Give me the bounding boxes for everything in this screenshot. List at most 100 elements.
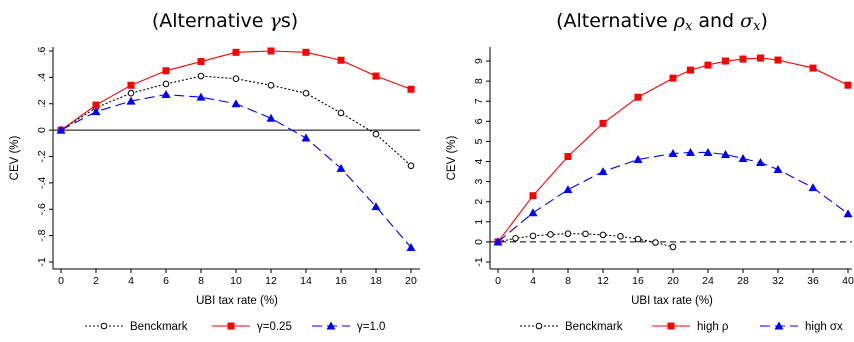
data-point [232,99,241,107]
data-point [302,134,311,142]
data-point [687,67,694,74]
series-line-2 [61,95,411,248]
data-point [739,154,748,162]
y-tick-label: 8 [473,78,485,84]
data-point [845,82,852,89]
data-point [268,82,274,88]
data-point [408,86,415,93]
x-tick-label: 32 [772,275,784,287]
series-line-2 [498,152,848,241]
data-point [600,232,606,238]
data-point [600,120,607,127]
data-point [513,235,519,241]
data-point [198,58,205,65]
x-tick-label: 18 [370,275,382,287]
x-tick-label: 0 [58,275,64,287]
data-point [338,110,344,116]
data-point [599,167,608,175]
data-point [128,82,135,89]
y-tick-label: -1 [473,257,485,266]
y-tick-label: -.8 [36,229,48,241]
data-point [670,244,676,250]
data-point [530,192,537,199]
x-tick-label: 20 [667,275,679,287]
y-tick-label: 0 [36,127,48,133]
x-axis-label: UBI tax rate (%) [196,295,278,307]
legend-label: γ=1.0 [357,321,385,333]
data-point [670,75,677,82]
data-point [564,185,573,193]
x-tick-label: 40 [842,275,854,287]
series-line-1 [61,51,411,130]
data-point [338,57,345,64]
data-point [162,90,171,98]
y-tick-label: -.4 [36,177,48,189]
data-point [163,67,170,74]
x-tick-label: 12 [265,275,277,287]
data-point [163,81,169,87]
data-point [583,231,589,237]
chart-title-left: (Alternative γs) [152,10,298,32]
y-tick-label: 7 [473,98,485,104]
data-point [774,165,783,173]
data-point [128,90,134,96]
data-point [268,48,275,55]
x-tick-label: 4 [128,275,134,287]
x-tick-label: 16 [335,275,347,287]
data-point [635,94,642,101]
x-tick-label: 16 [632,275,644,287]
data-point [565,231,571,237]
data-point [653,240,659,246]
data-point [618,233,624,239]
legend-marker [228,323,235,330]
legend-label: γ=0.25 [257,321,292,333]
data-point [756,158,765,166]
data-point [303,90,309,96]
data-point [303,49,310,56]
x-tick-label: 14 [300,275,312,287]
left-chart-panel: -1 -.8 -.6 -.4 -.2 0 .2 .4 .6 0 2 4 6 8 10 12 14 16 18 20 CE… [9,46,420,333]
data-point [198,73,204,79]
x-tick-label: 8 [198,275,204,287]
data-point [635,236,641,242]
legend-marker [536,323,542,329]
y-tick-label: 1 [473,219,485,225]
x-tick-label: 20 [405,275,417,287]
data-point [529,208,538,216]
data-point [233,76,239,82]
y-tick-label: 5 [473,138,485,144]
legend-label: high σx [805,321,843,333]
data-point [565,153,572,160]
y-tick-label: 2 [473,199,485,205]
y-tick-label: 3 [473,179,485,185]
y-tick-label: 6 [473,118,485,124]
data-point [844,209,853,217]
y-tick-label: .6 [36,46,48,55]
y-axis-label: CEV (%) [446,135,458,180]
legend-label: Benckmark [565,321,623,333]
data-point [705,62,712,69]
y-tick-label: 4 [473,158,485,164]
x-tick-label: 6 [163,275,169,287]
y-tick-label: .2 [36,99,48,108]
data-point [740,56,747,63]
x-tick-label: 8 [565,275,571,287]
x-tick-label: 28 [737,275,749,287]
data-point [809,183,818,191]
data-point [548,232,554,238]
x-tick-label: 2 [93,275,99,287]
x-tick-label: 10 [230,275,242,287]
x-tick-label: 12 [597,275,609,287]
y-tick-label: .4 [36,73,48,82]
x-tick-label: 24 [702,275,714,287]
data-point [267,114,276,122]
data-point [530,233,536,239]
legend-marker [668,323,675,330]
chart-title-right: (Alternative ρx and σx) [556,10,768,34]
legend-label: Benckmark [130,321,188,333]
data-point [373,131,379,137]
y-tick-label: -1 [36,257,48,266]
data-point [722,58,729,65]
x-tick-label: 4 [530,275,536,287]
data-point [757,55,764,62]
